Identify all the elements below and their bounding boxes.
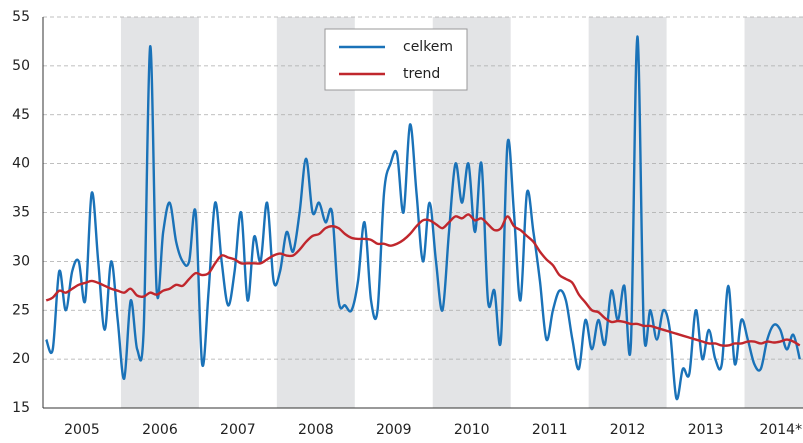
x-tick-label: 2010 (454, 422, 490, 438)
x-tick-label: 2011 (532, 422, 568, 438)
legend-label: celkem (403, 39, 453, 55)
y-tick-label: 15 (12, 400, 30, 416)
year-band (120, 17, 199, 408)
x-tick-label: 2005 (64, 422, 100, 438)
legend: celkem trend (324, 28, 468, 91)
y-tick-label: 35 (12, 205, 30, 221)
y-tick-label: 25 (12, 302, 30, 318)
series-line (45, 35, 801, 401)
legend-box (324, 28, 468, 91)
x-tick-label: 2007 (220, 422, 256, 438)
y-tick-label: 20 (12, 351, 30, 367)
x-tick-label: 2013 (688, 422, 724, 438)
y-tick-label: 45 (12, 107, 30, 123)
y-tick-label: 30 (12, 253, 30, 269)
x-tick-label: 2012 (610, 422, 646, 438)
series-line (45, 213, 801, 347)
legend-label: trend (403, 66, 440, 82)
x-tick-label: 2006 (142, 422, 178, 438)
x-tick-label: 2008 (298, 422, 334, 438)
y-tick-label: 55 (12, 9, 30, 25)
y-tick-label: 50 (12, 58, 30, 74)
y-tick-label: 40 (12, 156, 30, 172)
x-tick-label: 2014*) (759, 422, 803, 438)
x-tick-label: 2009 (376, 422, 412, 438)
